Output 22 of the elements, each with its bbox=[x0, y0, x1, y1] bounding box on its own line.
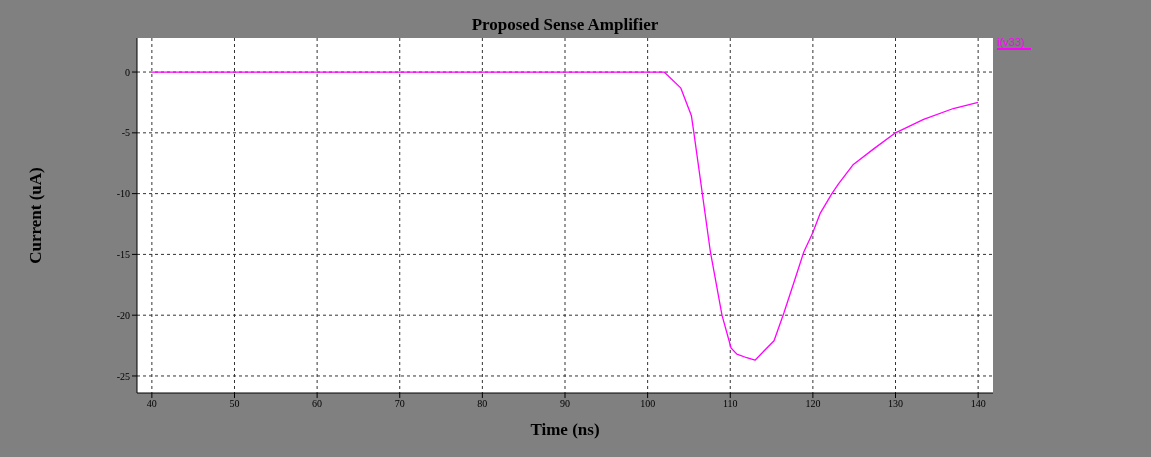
x-tick-label: 130 bbox=[888, 398, 903, 410]
x-tick-label: 140 bbox=[970, 398, 986, 410]
x-tick-label: 50 bbox=[229, 398, 240, 410]
x-tick-label: 70 bbox=[394, 398, 405, 410]
x-axis-title: Time (ns) bbox=[530, 420, 600, 439]
y-tick-label: -15 bbox=[116, 248, 130, 260]
y-axis-title: Current (uA) bbox=[26, 167, 46, 264]
text: i(v33) bbox=[997, 36, 1031, 50]
y-tick-label: -25 bbox=[116, 370, 130, 382]
line-series bbox=[151, 71, 979, 361]
y-tick-label: 0 bbox=[125, 66, 130, 78]
x-tick-label: 60 bbox=[312, 398, 323, 410]
y-tick-label: -5 bbox=[121, 127, 130, 139]
x-tick-label: 100 bbox=[640, 398, 656, 410]
x-tick-label: 90 bbox=[560, 398, 570, 410]
x-tick-label: 40 bbox=[146, 398, 157, 410]
y-tick-label: -20 bbox=[116, 309, 130, 321]
x-tick-label: 80 bbox=[477, 398, 488, 410]
x-tick-label: 110 bbox=[722, 398, 738, 410]
chart-title: Proposed Sense Amplifier bbox=[470, 15, 660, 35]
x-tick-label: 120 bbox=[805, 398, 821, 410]
y-tick-label: -10 bbox=[116, 188, 130, 200]
